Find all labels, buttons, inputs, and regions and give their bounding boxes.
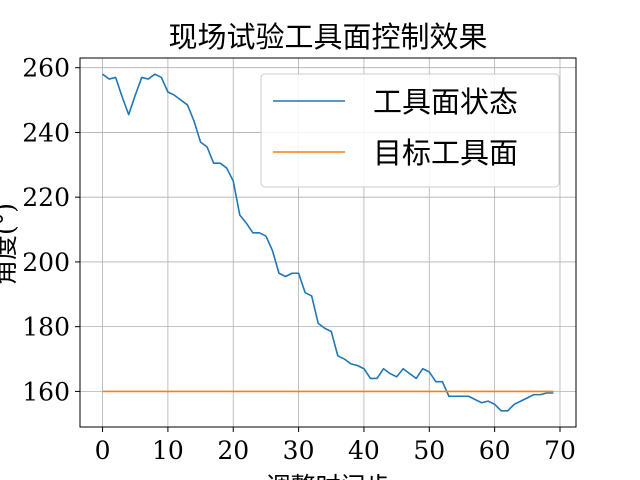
- y-tick-label: 200: [22, 248, 70, 277]
- legend-label-1: 工具面状态: [373, 85, 518, 119]
- x-tick-label: 10: [152, 436, 184, 465]
- chart-title: 现场试验工具面控制效果: [168, 20, 487, 54]
- y-tick-label: 220: [22, 183, 70, 212]
- y-tick-label: 180: [22, 313, 70, 342]
- y-tick-label: 260: [22, 54, 70, 83]
- x-axis-label: 调整时间步: [265, 472, 390, 480]
- x-tick-label: 40: [348, 436, 380, 465]
- legend-box: [260, 73, 560, 188]
- x-tick-label: 30: [283, 436, 315, 465]
- x-tick-label: 0: [95, 436, 111, 465]
- legend-label-2: 目标工具面: [373, 136, 518, 170]
- series-line-1: [102, 73, 554, 412]
- y-tick-label: 160: [22, 377, 70, 406]
- plot-frame: [79, 57, 577, 428]
- axis-ticks: 0 10 20 30 40 50 60 70 160 180 200 220 240 260: [22, 54, 576, 465]
- x-tick-label: 20: [217, 436, 249, 465]
- y-axis-label: 角度(°): [0, 203, 20, 285]
- x-tick-label: 60: [479, 436, 511, 465]
- x-tick-label: 70: [544, 436, 576, 465]
- series-lines: [102, 73, 554, 412]
- x-tick-label: 50: [413, 436, 445, 465]
- y-tick-label: 240: [22, 118, 70, 147]
